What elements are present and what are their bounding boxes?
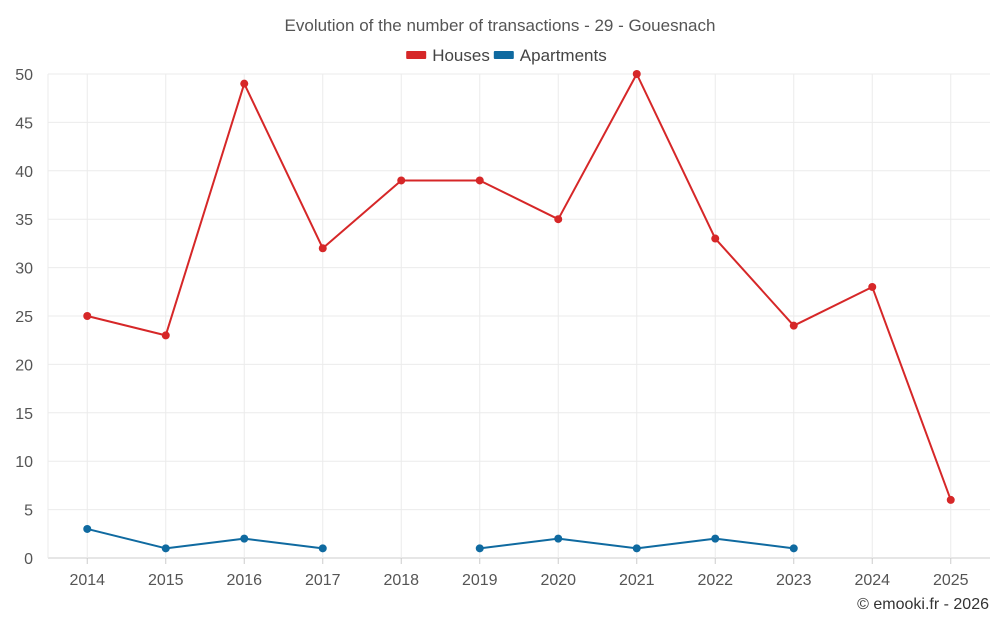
y-tick-label: 30 — [15, 261, 33, 278]
x-tick-label: 2021 — [619, 572, 655, 589]
y-tick-label: 35 — [15, 212, 33, 229]
series-line — [87, 527, 323, 550]
legend: Houses Apartments — [406, 46, 607, 65]
data-point — [554, 215, 563, 224]
x-tick-label: 2017 — [305, 572, 341, 589]
x-tick-label: 2025 — [933, 572, 969, 589]
data-point — [789, 321, 798, 330]
data-point — [554, 534, 563, 543]
y-tick-label: 5 — [24, 503, 33, 520]
data-point — [946, 495, 955, 504]
y-tick-label: 15 — [15, 406, 33, 423]
x-tick-label: 2016 — [226, 572, 262, 589]
data-point — [318, 244, 327, 253]
data-point — [475, 176, 484, 185]
data-point — [475, 544, 484, 553]
y-tick-label: 20 — [15, 357, 33, 374]
series-line — [87, 73, 952, 501]
x-tick-label: 2019 — [462, 572, 498, 589]
y-tick-label: 45 — [15, 115, 33, 132]
series-apartments — [83, 524, 798, 553]
y-tick-label: 25 — [15, 309, 33, 326]
data-point — [789, 544, 798, 553]
data-point — [711, 234, 720, 243]
data-point — [161, 331, 170, 340]
series-layer — [83, 70, 955, 553]
y-axis: 0 5 10 15 20 25 30 35 40 45 50 — [15, 67, 49, 568]
data-point — [397, 176, 406, 185]
x-tick-label: 2018 — [383, 572, 419, 589]
y-tick-label: 50 — [15, 67, 33, 84]
data-point — [83, 312, 92, 320]
legend-label: Houses — [432, 46, 490, 65]
data-point — [318, 544, 327, 553]
x-tick-label: 2020 — [540, 572, 576, 589]
gridlines — [48, 73, 990, 559]
legend-swatch — [406, 51, 427, 59]
chart-title: Evolution of the number of transactions … — [285, 16, 716, 35]
x-tick-label: 2023 — [776, 572, 812, 589]
data-point — [632, 70, 641, 78]
y-tick-label: 10 — [15, 454, 33, 471]
legend-label: Apartments — [520, 46, 607, 65]
x-tick-label: 2024 — [854, 572, 890, 589]
data-point — [711, 534, 720, 543]
legend-swatch — [493, 51, 514, 59]
data-point — [161, 544, 170, 553]
x-tick-label: 2022 — [697, 572, 733, 589]
data-point — [83, 524, 92, 533]
data-point — [632, 544, 641, 553]
y-tick-label: 0 — [24, 551, 33, 568]
x-tick-label: 2014 — [69, 572, 105, 589]
data-point — [240, 534, 249, 543]
x-tick-label: 2015 — [148, 572, 184, 589]
data-point — [240, 79, 249, 88]
credit-text: © emooki.fr - 2026 — [857, 596, 989, 613]
data-point — [868, 282, 877, 291]
x-axis: 2014 2015 2016 2017 2018 2019 2020 2021 2022 2023… — [69, 558, 969, 589]
series-houses — [83, 70, 955, 504]
y-tick-label: 40 — [15, 164, 33, 181]
